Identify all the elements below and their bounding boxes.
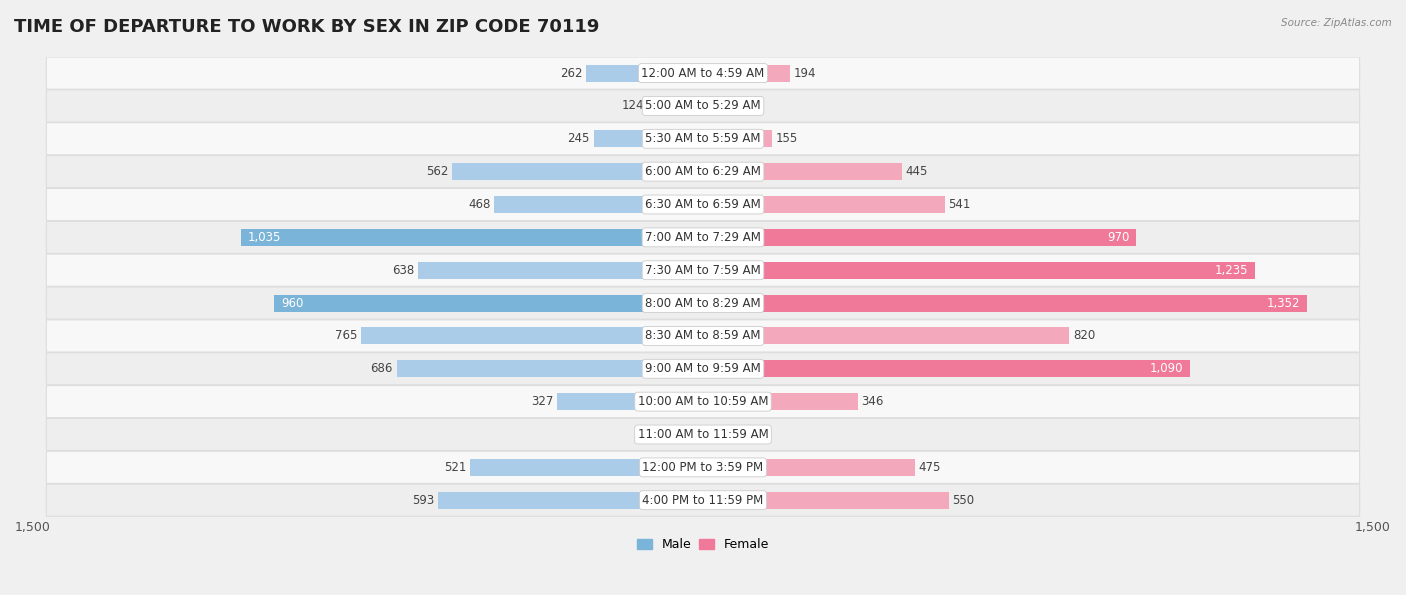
Bar bbox=[672, 426, 703, 443]
Bar bbox=[703, 491, 949, 509]
FancyBboxPatch shape bbox=[46, 418, 1360, 450]
FancyBboxPatch shape bbox=[46, 254, 1360, 286]
Text: 475: 475 bbox=[918, 461, 941, 474]
Text: 327: 327 bbox=[531, 395, 554, 408]
Text: 8:00 AM to 8:29 AM: 8:00 AM to 8:29 AM bbox=[645, 296, 761, 309]
Text: 562: 562 bbox=[426, 165, 449, 178]
Text: 37: 37 bbox=[723, 428, 738, 441]
Text: 9:00 AM to 9:59 AM: 9:00 AM to 9:59 AM bbox=[645, 362, 761, 375]
Bar bbox=[396, 360, 703, 377]
Text: 346: 346 bbox=[860, 395, 883, 408]
Text: 970: 970 bbox=[1108, 231, 1129, 244]
Text: 686: 686 bbox=[371, 362, 394, 375]
Text: 68: 68 bbox=[654, 428, 669, 441]
Text: 12:00 AM to 4:59 AM: 12:00 AM to 4:59 AM bbox=[641, 67, 765, 80]
FancyBboxPatch shape bbox=[46, 123, 1360, 155]
Bar bbox=[439, 491, 703, 509]
Text: 1,035: 1,035 bbox=[247, 231, 281, 244]
Text: 445: 445 bbox=[905, 165, 928, 178]
Text: 155: 155 bbox=[776, 132, 799, 145]
Bar bbox=[703, 393, 858, 410]
Text: 1,235: 1,235 bbox=[1215, 264, 1249, 277]
FancyBboxPatch shape bbox=[46, 451, 1360, 484]
Bar bbox=[703, 262, 1254, 278]
Text: 262: 262 bbox=[560, 67, 582, 80]
Bar bbox=[593, 130, 703, 148]
Legend: Male, Female: Male, Female bbox=[631, 533, 775, 556]
FancyBboxPatch shape bbox=[46, 386, 1360, 418]
Text: 12:00 PM to 3:59 PM: 12:00 PM to 3:59 PM bbox=[643, 461, 763, 474]
FancyBboxPatch shape bbox=[46, 353, 1360, 385]
Text: 5:00 AM to 5:29 AM: 5:00 AM to 5:29 AM bbox=[645, 99, 761, 112]
Text: 51: 51 bbox=[730, 99, 744, 112]
Text: 541: 541 bbox=[948, 198, 970, 211]
Text: 638: 638 bbox=[392, 264, 415, 277]
FancyBboxPatch shape bbox=[46, 484, 1360, 516]
Bar bbox=[703, 360, 1189, 377]
Text: 820: 820 bbox=[1073, 330, 1095, 343]
Bar bbox=[557, 393, 703, 410]
Bar bbox=[703, 130, 772, 148]
Bar bbox=[274, 295, 703, 312]
Text: 245: 245 bbox=[568, 132, 591, 145]
Text: 521: 521 bbox=[444, 461, 467, 474]
Text: 8:30 AM to 8:59 AM: 8:30 AM to 8:59 AM bbox=[645, 330, 761, 343]
FancyBboxPatch shape bbox=[46, 90, 1360, 122]
Text: 7:00 AM to 7:29 AM: 7:00 AM to 7:29 AM bbox=[645, 231, 761, 244]
Text: 11:00 AM to 11:59 AM: 11:00 AM to 11:59 AM bbox=[638, 428, 768, 441]
Bar bbox=[703, 64, 790, 82]
Text: 1,352: 1,352 bbox=[1267, 296, 1301, 309]
FancyBboxPatch shape bbox=[46, 57, 1360, 89]
Text: 10:00 AM to 10:59 AM: 10:00 AM to 10:59 AM bbox=[638, 395, 768, 408]
Text: 593: 593 bbox=[412, 494, 434, 507]
Bar bbox=[451, 163, 703, 180]
Bar bbox=[418, 262, 703, 278]
Bar bbox=[703, 426, 720, 443]
FancyBboxPatch shape bbox=[46, 287, 1360, 319]
Bar bbox=[703, 459, 915, 476]
FancyBboxPatch shape bbox=[46, 155, 1360, 188]
Bar bbox=[703, 98, 725, 114]
Bar bbox=[586, 64, 703, 82]
Bar bbox=[361, 327, 703, 345]
Bar bbox=[648, 98, 703, 114]
Text: 5:30 AM to 5:59 AM: 5:30 AM to 5:59 AM bbox=[645, 132, 761, 145]
Text: 6:00 AM to 6:29 AM: 6:00 AM to 6:29 AM bbox=[645, 165, 761, 178]
Text: Source: ZipAtlas.com: Source: ZipAtlas.com bbox=[1281, 18, 1392, 28]
Bar bbox=[703, 196, 945, 213]
Text: 960: 960 bbox=[281, 296, 304, 309]
Bar bbox=[240, 229, 703, 246]
Bar bbox=[703, 295, 1308, 312]
FancyBboxPatch shape bbox=[46, 221, 1360, 253]
Text: 4:00 PM to 11:59 PM: 4:00 PM to 11:59 PM bbox=[643, 494, 763, 507]
Text: 550: 550 bbox=[952, 494, 974, 507]
Bar bbox=[703, 229, 1136, 246]
Text: 6:30 AM to 6:59 AM: 6:30 AM to 6:59 AM bbox=[645, 198, 761, 211]
FancyBboxPatch shape bbox=[46, 189, 1360, 221]
Text: TIME OF DEPARTURE TO WORK BY SEX IN ZIP CODE 70119: TIME OF DEPARTURE TO WORK BY SEX IN ZIP … bbox=[14, 18, 599, 36]
FancyBboxPatch shape bbox=[46, 320, 1360, 352]
Text: 765: 765 bbox=[335, 330, 357, 343]
Bar bbox=[470, 459, 703, 476]
Text: 194: 194 bbox=[793, 67, 815, 80]
Text: 7:30 AM to 7:59 AM: 7:30 AM to 7:59 AM bbox=[645, 264, 761, 277]
Bar bbox=[703, 163, 901, 180]
Bar bbox=[494, 196, 703, 213]
Text: 468: 468 bbox=[468, 198, 491, 211]
Text: 124: 124 bbox=[621, 99, 644, 112]
Bar bbox=[703, 327, 1070, 345]
Text: 1,090: 1,090 bbox=[1150, 362, 1184, 375]
